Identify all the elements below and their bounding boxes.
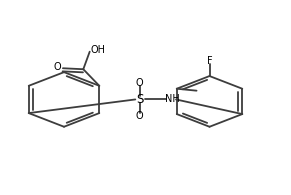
- Text: NH: NH: [166, 94, 180, 105]
- Text: F: F: [207, 56, 212, 66]
- Text: OH: OH: [90, 45, 105, 55]
- Text: O: O: [54, 62, 61, 72]
- Text: O: O: [136, 111, 143, 121]
- Text: S: S: [136, 93, 143, 106]
- Text: O: O: [136, 78, 143, 88]
